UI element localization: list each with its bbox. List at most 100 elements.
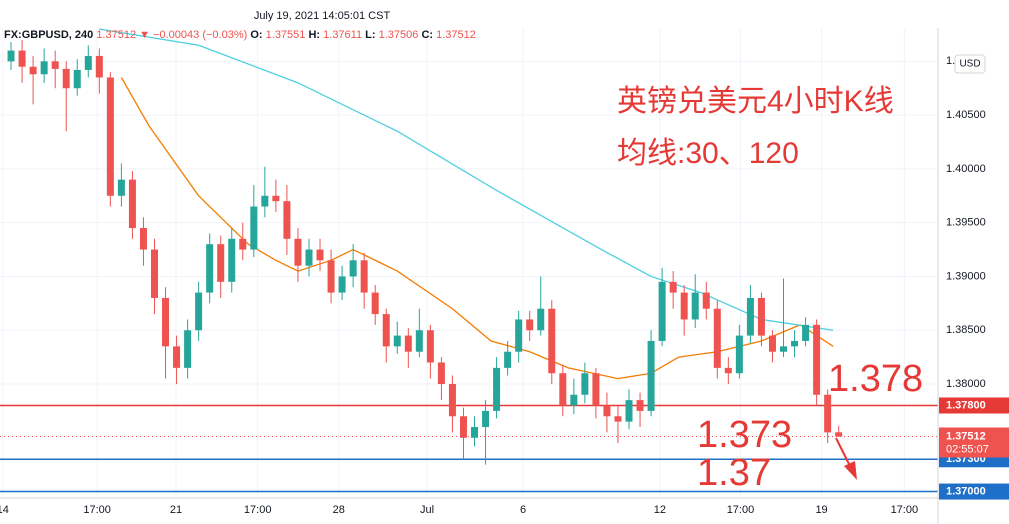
candle-body bbox=[724, 367, 732, 374]
x-tick-label: 21 bbox=[170, 504, 182, 516]
x-tick-label: 19 bbox=[815, 504, 827, 516]
candle-body bbox=[239, 238, 247, 250]
x-tick-label: Jul bbox=[420, 504, 434, 516]
candle-body bbox=[526, 319, 534, 331]
candle-body bbox=[426, 330, 434, 363]
candle-body bbox=[261, 195, 269, 207]
y-tick-label: 1.39000 bbox=[946, 270, 986, 282]
candle-body bbox=[184, 330, 192, 368]
candle-body bbox=[250, 206, 258, 250]
candle-body bbox=[84, 55, 92, 70]
candle-body bbox=[625, 400, 633, 422]
ohlc-value: 1.37512 bbox=[436, 29, 476, 41]
candle-body bbox=[62, 68, 70, 89]
candle-body bbox=[7, 50, 15, 62]
candle-body bbox=[647, 340, 655, 411]
plot-area bbox=[0, 28, 938, 498]
candle-body bbox=[835, 432, 843, 437]
candle-body bbox=[614, 416, 622, 422]
annotation: 均线:30、120 bbox=[617, 137, 799, 170]
arrow bbox=[835, 437, 851, 467]
candle-body bbox=[106, 77, 114, 196]
candle-body bbox=[448, 383, 456, 417]
candle-body bbox=[206, 244, 214, 293]
candle-body bbox=[415, 330, 423, 352]
candle-body bbox=[570, 394, 578, 406]
candle-body bbox=[581, 373, 589, 395]
y-tick-label: 1.40500 bbox=[946, 109, 986, 121]
annotation: 1.378 bbox=[828, 358, 923, 400]
x-tick-label: 12 bbox=[654, 504, 666, 516]
candle-body bbox=[195, 292, 203, 331]
candle-body bbox=[73, 69, 81, 89]
ohlc-label: C: bbox=[421, 29, 433, 41]
candle-body bbox=[603, 405, 611, 417]
candle-body bbox=[360, 260, 368, 293]
candle-body bbox=[471, 427, 479, 438]
ohlc-label: H: bbox=[308, 29, 320, 41]
ohlc-value: 1.37611 bbox=[323, 29, 362, 41]
currency-badge bbox=[954, 54, 986, 74]
level-label: 1.37000 bbox=[946, 485, 986, 497]
candle-body bbox=[548, 308, 556, 374]
candle-body bbox=[150, 249, 158, 298]
candle-body bbox=[283, 201, 291, 239]
change: ▼ −0.00043 (−0.03%) bbox=[139, 29, 247, 41]
candle-body bbox=[713, 308, 721, 368]
candle-body bbox=[791, 340, 799, 347]
candle-body bbox=[51, 61, 59, 69]
moving-average bbox=[99, 28, 834, 331]
candle-body bbox=[592, 373, 600, 406]
candle-body bbox=[338, 276, 346, 293]
candle-body bbox=[802, 324, 810, 341]
last-price: 1.37512 bbox=[96, 29, 136, 41]
ohlc-label: O: bbox=[250, 29, 262, 41]
y-tick-label: 1.38500 bbox=[946, 324, 986, 336]
x-tick-label: 17:00 bbox=[891, 504, 919, 516]
candle-body bbox=[669, 281, 677, 293]
candle-body bbox=[537, 308, 545, 331]
candle-body bbox=[404, 335, 412, 352]
candle-body bbox=[813, 324, 821, 395]
currency: USD bbox=[959, 59, 980, 70]
y-tick-label: 1.40000 bbox=[946, 163, 986, 175]
datetime: July 19, 2021 14:05:01 CST bbox=[254, 10, 391, 22]
x-tick-label: 17:00 bbox=[83, 504, 111, 516]
candle-body bbox=[768, 335, 776, 352]
candle-body bbox=[305, 249, 313, 266]
candle-body bbox=[757, 297, 765, 336]
ohlc-label: L: bbox=[365, 29, 375, 41]
candle-body bbox=[217, 244, 225, 282]
ohlc-value: 1.37551 bbox=[266, 29, 306, 41]
candle-body bbox=[680, 292, 688, 320]
level-label-box bbox=[939, 483, 1009, 500]
candle-body bbox=[29, 66, 37, 75]
candle-body bbox=[658, 281, 666, 341]
x-tick-label: 17:00 bbox=[244, 504, 272, 516]
candle-body bbox=[702, 292, 710, 309]
candle-body bbox=[40, 61, 48, 75]
candle-body bbox=[349, 260, 357, 277]
candle-body bbox=[493, 367, 501, 411]
candle-body bbox=[139, 228, 147, 250]
legend-row: FX:GBPUSD, 240 1.37512 ▼ −0.00043 (−0.03… bbox=[4, 29, 476, 41]
candle-body bbox=[824, 394, 832, 433]
candle-body bbox=[228, 238, 236, 282]
x-tick-label: 28 bbox=[333, 504, 345, 516]
annotation: 英镑兑美元4小时K线 bbox=[617, 85, 894, 118]
countdown: 02:55:07 bbox=[946, 443, 989, 455]
candle-body bbox=[459, 416, 467, 438]
candle-body bbox=[746, 297, 754, 336]
current-price-box bbox=[939, 427, 1009, 458]
candle-body bbox=[559, 373, 567, 406]
candle-body bbox=[482, 410, 490, 428]
level-label-box bbox=[939, 397, 1009, 414]
candle-body bbox=[636, 400, 644, 411]
candle-body bbox=[780, 346, 788, 352]
arrow-head bbox=[844, 461, 857, 480]
ohlc-value: 1.37506 bbox=[379, 29, 419, 41]
candle-body bbox=[128, 179, 136, 229]
y-tick-label: 1.38000 bbox=[946, 378, 986, 390]
candle-body bbox=[173, 346, 181, 368]
